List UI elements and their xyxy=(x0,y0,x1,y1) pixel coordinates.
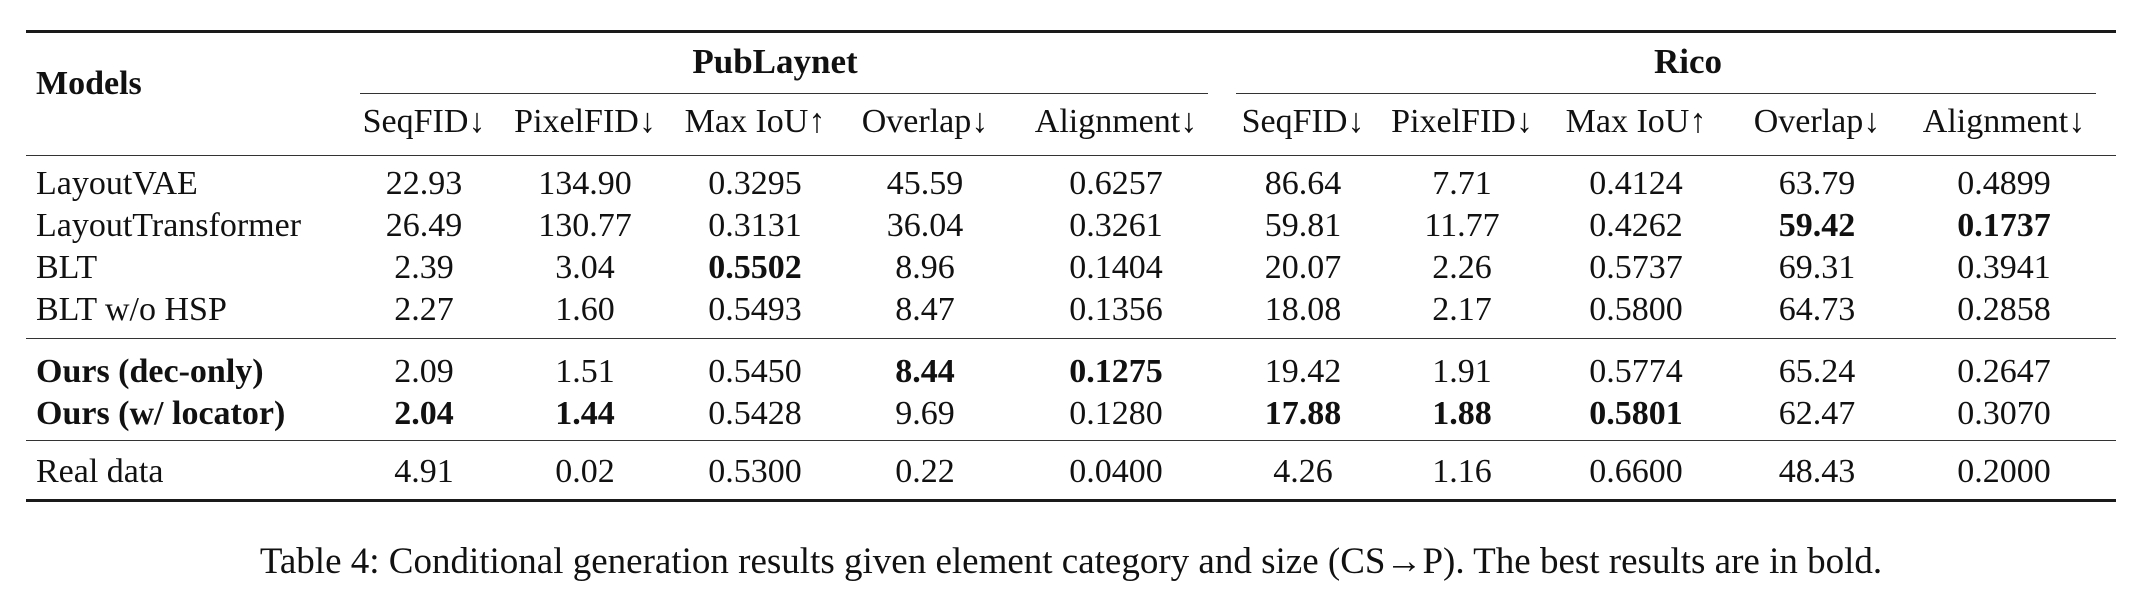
table-cell: 0.5428 xyxy=(708,395,802,432)
table-cell: 130.77 xyxy=(538,207,632,244)
table-cell: 0.2000 xyxy=(1957,453,2051,490)
model-name: BLT xyxy=(36,249,98,286)
table-cell: 1.44 xyxy=(555,395,615,432)
table-cell: 4.91 xyxy=(394,453,454,490)
table-cell: 0.4899 xyxy=(1957,165,2051,202)
table-cell: 2.17 xyxy=(1432,291,1492,328)
table-cell: 0.5502 xyxy=(708,249,802,286)
table-cell: 0.1356 xyxy=(1069,291,1163,328)
table-cell: 19.42 xyxy=(1264,353,1342,390)
model-name: BLT w/o HSP xyxy=(36,291,227,328)
table-caption: Table 4: Conditional generation results … xyxy=(259,541,1883,582)
table-cell: 45.59 xyxy=(886,165,964,202)
table-cell: 0.6257 xyxy=(1069,165,1163,202)
table-cell: 63.79 xyxy=(1778,165,1856,202)
metric-header: Max IoU↑ xyxy=(1565,103,1707,140)
rico-cmidrule xyxy=(1236,93,2096,95)
group-header-rico: Rico xyxy=(1653,42,1723,81)
group-rule-2 xyxy=(26,440,2116,442)
model-name: LayoutVAE xyxy=(36,165,198,202)
group-rule-1 xyxy=(26,338,2116,340)
table-cell: 0.4262 xyxy=(1589,207,1683,244)
model-name: LayoutTransformer xyxy=(36,207,302,244)
table-cell: 2.04 xyxy=(394,395,454,432)
table-cell: 0.02 xyxy=(555,453,615,490)
table-cell: 26.49 xyxy=(385,207,463,244)
table-cell: 48.43 xyxy=(1778,453,1856,490)
table-cell: 0.6600 xyxy=(1589,453,1683,490)
metric-header: SeqFID↓ xyxy=(362,103,486,140)
table-cell: 59.42 xyxy=(1778,207,1856,244)
table-cell: 0.3070 xyxy=(1957,395,2051,432)
table-cell: 1.60 xyxy=(555,291,615,328)
table-cell: 7.71 xyxy=(1432,165,1492,202)
publaynet-cmidrule xyxy=(360,93,1208,95)
table-cell: 2.26 xyxy=(1432,249,1492,286)
table-cell: 1.91 xyxy=(1432,353,1492,390)
table-cell: 22.93 xyxy=(385,165,463,202)
table-cell: 62.47 xyxy=(1778,395,1856,432)
table-cell: 8.44 xyxy=(895,353,955,390)
table-cell: 20.07 xyxy=(1264,249,1342,286)
table-cell: 0.2858 xyxy=(1957,291,2051,328)
metric-header: Alignment↓ xyxy=(1034,103,1198,140)
metric-header: Alignment↓ xyxy=(1922,103,2086,140)
table-cell: 4.26 xyxy=(1273,453,1333,490)
table-cell: 2.09 xyxy=(394,353,454,390)
models-header: Models xyxy=(36,65,142,102)
table-cell: 0.1275 xyxy=(1069,353,1163,390)
table-cell: 9.69 xyxy=(895,395,955,432)
table-cell: 0.5774 xyxy=(1589,353,1683,390)
table-cell: 0.5800 xyxy=(1589,291,1683,328)
table-cell: 8.96 xyxy=(895,249,955,286)
table-cell: 0.3941 xyxy=(1957,249,2051,286)
model-name: Ours (w/ locator) xyxy=(36,395,286,432)
table-cell: 0.5493 xyxy=(708,291,802,328)
metric-header: PixelFID↓ xyxy=(514,103,656,140)
table-cell: 59.81 xyxy=(1264,207,1342,244)
table-cell: 3.04 xyxy=(555,249,615,286)
table-cell: 0.22 xyxy=(895,453,955,490)
table-cell: 1.16 xyxy=(1432,453,1492,490)
table-cell: 0.5737 xyxy=(1589,249,1683,286)
model-name: Ours (dec-only) xyxy=(36,353,264,390)
table-cell: 69.31 xyxy=(1778,249,1856,286)
table-cell: 8.47 xyxy=(895,291,955,328)
table-cell: 0.1280 xyxy=(1069,395,1163,432)
table-cell: 0.0400 xyxy=(1069,453,1163,490)
table-cell: 65.24 xyxy=(1778,353,1856,390)
table-cell: 0.5450 xyxy=(708,353,802,390)
table-cell: 1.51 xyxy=(555,353,615,390)
metric-header: SeqFID↓ xyxy=(1241,103,1365,140)
table-cell: 0.5300 xyxy=(708,453,802,490)
table-cell: 86.64 xyxy=(1264,165,1342,202)
table-cell: 17.88 xyxy=(1264,395,1342,432)
table-cell: 0.2647 xyxy=(1957,353,2051,390)
table-cell: 64.73 xyxy=(1778,291,1856,328)
metric-header: Overlap↓ xyxy=(1753,103,1881,140)
metric-header: Max IoU↑ xyxy=(684,103,826,140)
table-cell: 0.3261 xyxy=(1069,207,1163,244)
table-cell: 0.3131 xyxy=(708,207,802,244)
model-name: Real data xyxy=(36,453,164,490)
table-cell: 2.39 xyxy=(394,249,454,286)
table-cell: 36.04 xyxy=(886,207,964,244)
table-cell: 11.77 xyxy=(1424,207,1500,244)
table-cell: 0.1737 xyxy=(1957,207,2051,244)
table-cell: 0.5801 xyxy=(1589,395,1683,432)
metric-header: PixelFID↓ xyxy=(1391,103,1533,140)
table-cell: 2.27 xyxy=(394,291,454,328)
metric-header: Overlap↓ xyxy=(861,103,989,140)
top-rule xyxy=(26,30,2116,33)
table-cell: 134.90 xyxy=(538,165,632,202)
bottom-rule xyxy=(26,499,2116,502)
table-cell: 0.4124 xyxy=(1589,165,1683,202)
table-cell: 0.3295 xyxy=(708,165,802,202)
table-cell: 1.88 xyxy=(1432,395,1492,432)
header-rule xyxy=(26,155,2116,157)
table-cell: 18.08 xyxy=(1264,291,1342,328)
table-cell: 0.1404 xyxy=(1069,249,1163,286)
group-header-publaynet: PubLaynet xyxy=(692,42,858,81)
